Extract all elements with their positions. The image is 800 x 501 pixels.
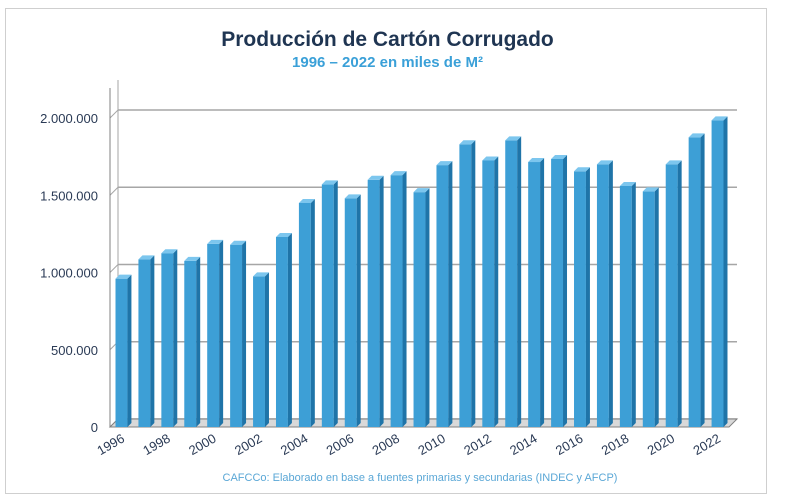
bar (184, 256, 201, 427)
bar (390, 171, 407, 427)
bar (619, 181, 636, 427)
x-tick-label: 2010 (415, 431, 448, 458)
x-tick-label: 2018 (599, 431, 632, 458)
x-tick-label: 2006 (324, 431, 357, 458)
x-tick-label: 2014 (507, 431, 540, 458)
bar (367, 175, 384, 427)
chart-title: Producción de Cartón Corrugado (221, 28, 554, 51)
bar (207, 239, 224, 427)
x-tick-label: 2008 (370, 431, 403, 458)
grid-line-depth (109, 109, 119, 119)
y-tick-label: 1.500.000 (40, 188, 98, 203)
chart-subtitle: 1996 – 2022 en miles de M² (292, 54, 483, 71)
y-tick-label: 2.000.000 (40, 111, 98, 126)
x-tick-label: 2016 (553, 431, 586, 458)
bar (596, 160, 613, 427)
chart-frame (5, 8, 767, 494)
y-tick-label: 0 (91, 420, 98, 435)
bar (230, 240, 247, 427)
bar (574, 167, 590, 428)
bars (115, 116, 728, 428)
y-tick-labels: 0 500.000 1.000.000 1.500.000 2.000.000 (40, 111, 98, 435)
x-tick-label: 1996 (94, 431, 127, 458)
x-tick-labels: 1996 1998 2000 2002 2004 2006 2008 2010 2012 2014… (94, 431, 723, 458)
bar (665, 160, 682, 427)
bar (321, 180, 338, 427)
grid-line-depth (109, 264, 119, 273)
bar (298, 198, 315, 427)
bar (505, 136, 522, 427)
bar (459, 140, 476, 427)
x-tick-label: 2012 (461, 431, 494, 458)
bar (528, 158, 545, 427)
x-tick-label: 2004 (278, 431, 311, 458)
bar (413, 188, 430, 427)
bar (275, 232, 292, 427)
grid-line-depth (109, 186, 119, 196)
source-note: CAFCCo: Elaborado en base a fuentes prim… (222, 472, 618, 484)
bar (436, 161, 453, 427)
x-tick-label: 2002 (232, 431, 265, 458)
bar (688, 133, 705, 427)
bar (138, 255, 155, 427)
x-tick-label: 1998 (140, 431, 173, 458)
bar (551, 154, 568, 427)
x-tick-label: 2022 (690, 431, 723, 458)
x-tick-label: 2020 (645, 431, 678, 458)
y-tick-label: 500.000 (51, 343, 98, 358)
bar (344, 194, 361, 427)
bar (711, 116, 728, 427)
bar (161, 249, 178, 427)
x-tick-label: 2000 (186, 431, 219, 458)
bar (253, 272, 269, 427)
bar (642, 187, 659, 427)
bar (115, 274, 132, 427)
bar (482, 156, 499, 428)
y-tick-label: 1.000.000 (40, 266, 98, 281)
